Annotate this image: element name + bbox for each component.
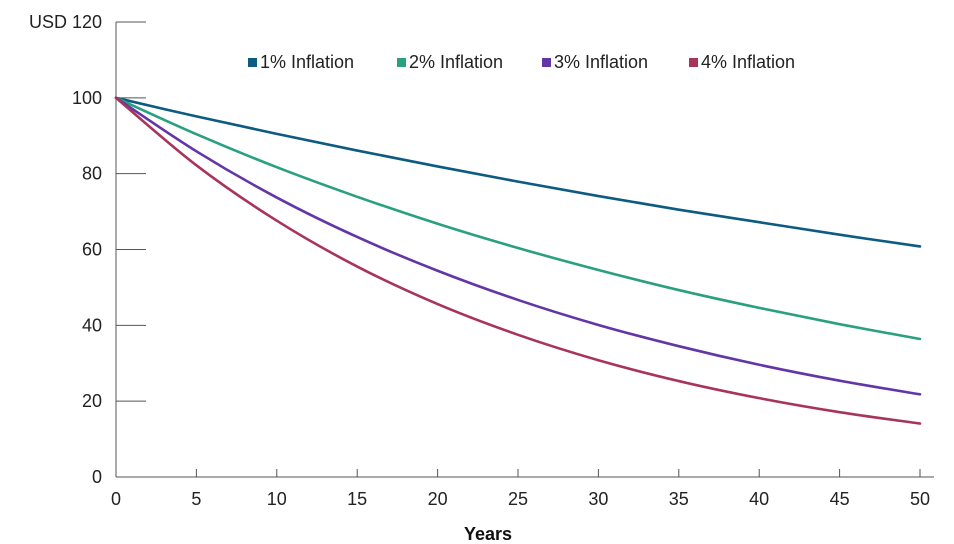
x-tick-label: 35 (669, 489, 689, 509)
y-tick-label: 20 (82, 391, 102, 411)
legend-swatch (248, 58, 257, 67)
y-tick-label: 100 (72, 88, 102, 108)
x-tick-label: 40 (749, 489, 769, 509)
legend-label: 1% Inflation (260, 52, 354, 72)
x-tick-label: 30 (588, 489, 608, 509)
x-tick-label: 50 (910, 489, 930, 509)
x-tick-label: 45 (830, 489, 850, 509)
x-tick-label: 0 (111, 489, 121, 509)
y-tick-label: 40 (82, 315, 102, 335)
x-tick-label: 25 (508, 489, 528, 509)
x-tick-label: 5 (191, 489, 201, 509)
series-line-4 (114, 96, 922, 425)
x-axis: 0 5 10 15 20 25 30 35 40 45 50 (111, 469, 934, 509)
legend-swatch (397, 58, 406, 67)
legend-label: 4% Inflation (701, 52, 795, 72)
x-axis-title: Years (464, 524, 512, 544)
y-tick-label: USD 120 (29, 12, 102, 32)
legend-swatch (689, 58, 698, 67)
y-tick-label: 80 (82, 164, 102, 184)
series-lines (114, 96, 922, 425)
legend-label: 3% Inflation (554, 52, 648, 72)
x-tick-label: 10 (267, 489, 287, 509)
y-axis: 0 20 40 60 80 100 USD 120 (29, 12, 146, 487)
legend-swatch (542, 58, 551, 67)
x-tick-label: 20 (428, 489, 448, 509)
series-line-1 (114, 96, 922, 248)
series-line-2 (114, 96, 922, 341)
x-tick-label: 15 (347, 489, 367, 509)
legend: 1% Inflation 2% Inflation 3% Inflation 4% I… (248, 52, 795, 72)
legend-label: 2% Inflation (409, 52, 503, 72)
y-tick-label: 0 (92, 467, 102, 487)
y-tick-label: 60 (82, 240, 102, 260)
series-line-3 (114, 96, 922, 396)
